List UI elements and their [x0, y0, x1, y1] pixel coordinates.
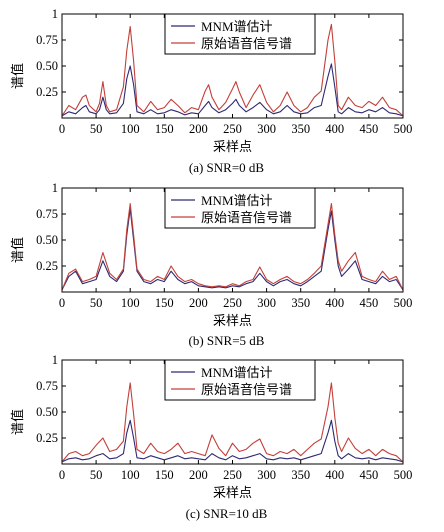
x-axis-label: 采样点	[213, 313, 252, 328]
y-tick-label: 0.50	[36, 405, 58, 419]
x-tick-label: 100	[121, 468, 140, 482]
legend-label-1: 原始语音信号谱	[201, 210, 292, 225]
x-tick-label: 300	[257, 468, 276, 482]
legend-box	[164, 187, 316, 229]
legend-label-1: 原始语音信号谱	[201, 382, 292, 397]
y-axis-label: 谱值	[10, 63, 25, 89]
x-tick-label: 250	[223, 468, 242, 482]
series-line-1	[61, 23, 404, 117]
x-tick-label: 200	[189, 296, 208, 310]
x-tick-label: 350	[291, 468, 310, 482]
x-tick-label: 50	[90, 122, 103, 136]
x-tick-label: 200	[189, 122, 208, 136]
y-tick-label: 0.25	[36, 259, 58, 273]
x-tick-label: 500	[394, 296, 413, 310]
x-tick-label: 150	[155, 122, 174, 136]
chart-panel-1: 0 50 100 150 200 250 300 350 400 450 500 0.25 0.50 0.…	[10, 181, 412, 348]
y-tick-label: 0.25	[36, 431, 58, 445]
y-tick-label: 0.75	[36, 207, 58, 221]
y-tick-label: 0.25	[36, 85, 58, 99]
y-tick-label: 1	[52, 7, 58, 21]
y-tick-label: 0.75	[36, 379, 58, 393]
x-tick-label: 400	[325, 468, 344, 482]
y-tick-label: 1	[52, 353, 58, 367]
chart-panel-0: 0 50 100 150 200 250 300 350 400 450 500 0.25 0.50 0.…	[10, 7, 412, 175]
y-tick-label: 0.75	[36, 33, 58, 47]
x-tick-label: 0	[59, 296, 65, 310]
sub-caption: (b) SNR=5 dB	[189, 333, 265, 348]
x-tick-label: 450	[360, 122, 379, 136]
x-tick-label: 150	[155, 296, 174, 310]
x-tick-label: 200	[189, 468, 208, 482]
y-tick-label: 1	[52, 181, 58, 195]
x-tick-label: 350	[291, 296, 310, 310]
x-axis-label: 采样点	[213, 139, 252, 154]
legend-label-1: 原始语音信号谱	[201, 36, 292, 51]
x-tick-label: 250	[223, 122, 242, 136]
x-tick-label: 300	[257, 122, 276, 136]
x-tick-label: 450	[360, 296, 379, 310]
sub-caption: (a) SNR=0 dB	[189, 160, 265, 175]
series-line-1	[61, 382, 404, 463]
legend-label-0: MNM谱估计	[201, 193, 273, 208]
x-tick-label: 500	[394, 468, 413, 482]
legend-box	[164, 13, 316, 55]
y-axis-label: 谱值	[10, 237, 25, 263]
series-line-0	[61, 208, 404, 291]
sub-caption: (c) SNR=10 dB	[186, 506, 268, 521]
x-tick-label: 250	[223, 296, 242, 310]
legend-box	[164, 359, 316, 401]
chart-panel-2: 0 50 100 150 200 250 300 350 400 450 500 0.25 0.50 0.…	[10, 353, 412, 521]
x-tick-label: 50	[90, 468, 103, 482]
y-axis-label: 谱值	[10, 409, 25, 435]
x-tick-label: 400	[325, 296, 344, 310]
series-line-0	[61, 63, 404, 117]
series-line-0	[61, 419, 404, 463]
x-tick-label: 0	[59, 122, 65, 136]
x-tick-label: 350	[291, 122, 310, 136]
x-tick-label: 0	[59, 468, 65, 482]
x-tick-label: 400	[325, 122, 344, 136]
x-axis-label: 采样点	[213, 485, 252, 500]
y-tick-label: 0.50	[36, 233, 58, 247]
x-tick-label: 100	[121, 296, 140, 310]
x-tick-label: 150	[155, 468, 174, 482]
x-tick-label: 300	[257, 296, 276, 310]
series-line-1	[61, 203, 404, 291]
x-tick-label: 50	[90, 296, 103, 310]
legend-label-0: MNM谱估计	[201, 19, 273, 34]
x-tick-label: 450	[360, 468, 379, 482]
legend-label-0: MNM谱估计	[201, 365, 273, 380]
x-tick-label: 500	[394, 122, 413, 136]
y-tick-label: 0.50	[36, 59, 58, 73]
x-tick-label: 100	[121, 122, 140, 136]
